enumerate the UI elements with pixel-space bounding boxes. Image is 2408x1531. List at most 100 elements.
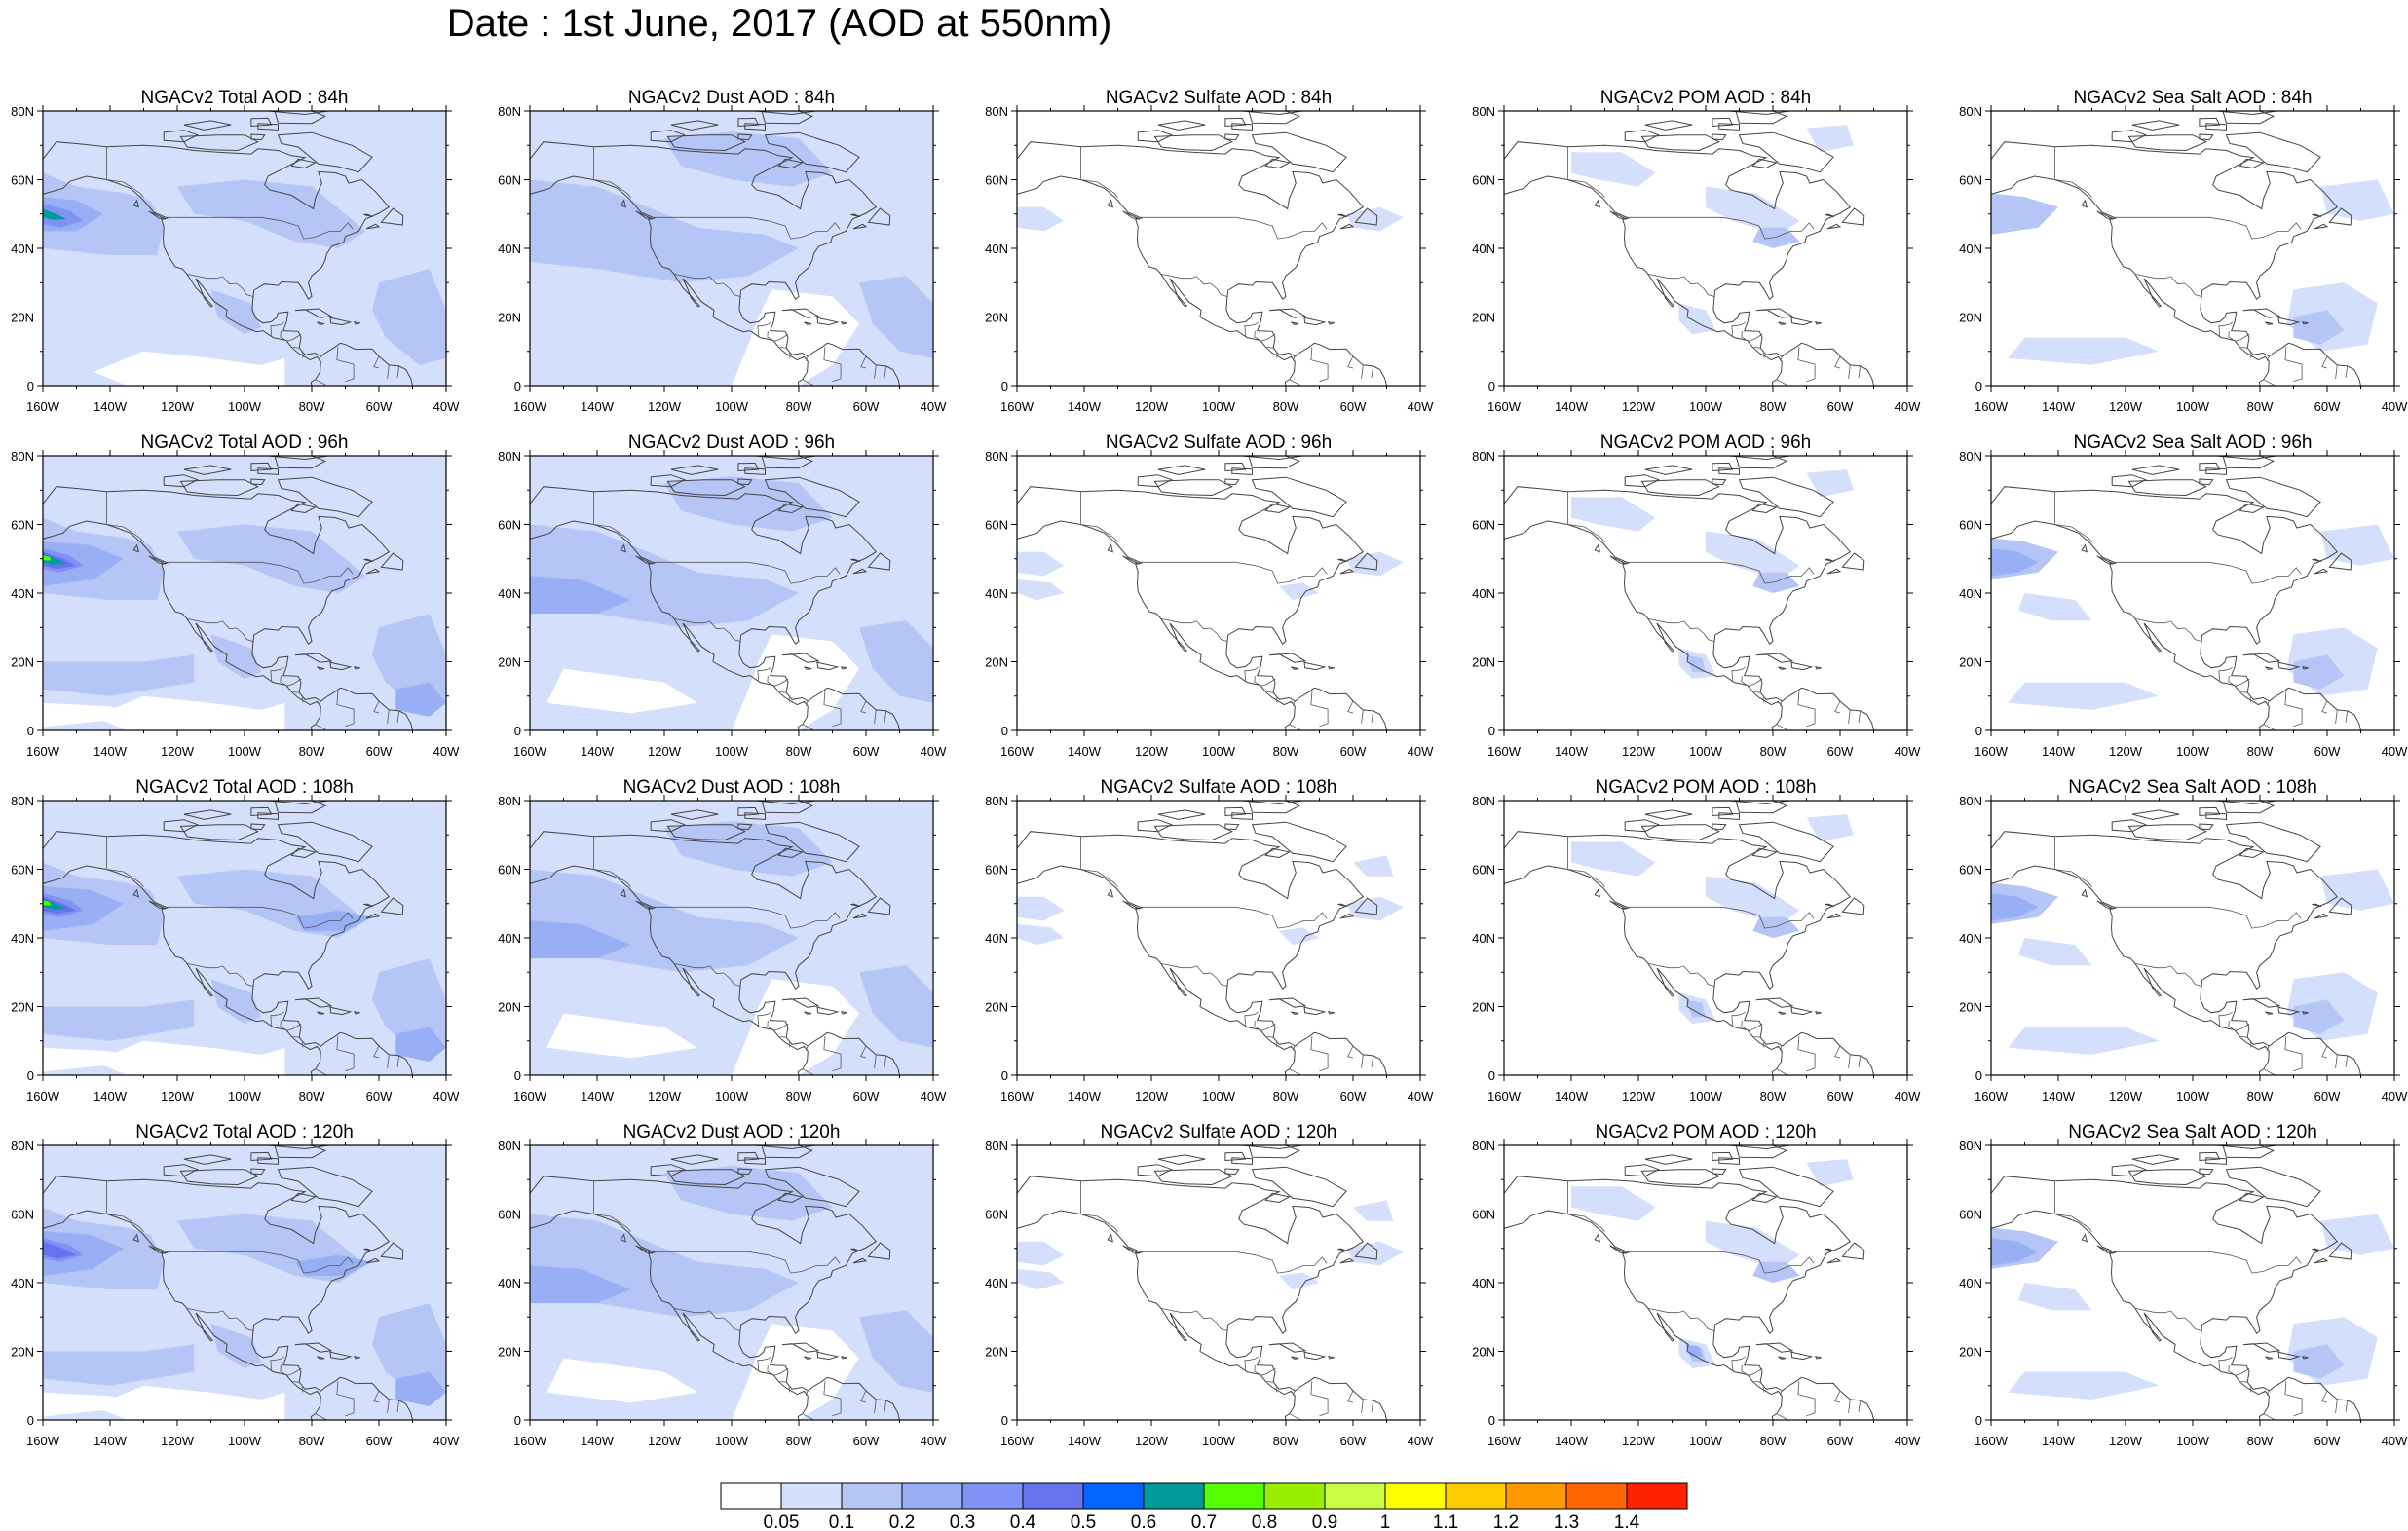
aod-background-field [1504, 801, 1907, 1075]
country-border [106, 869, 144, 888]
island-outline [1814, 666, 1822, 670]
country-border [1310, 1381, 1329, 1417]
x-tick-label: 160W [1487, 1434, 1522, 1448]
country-border [166, 561, 354, 584]
country-border [1834, 1045, 1841, 1059]
island-outline [744, 1157, 766, 1165]
aod-patch [732, 1324, 860, 1420]
island-outline [294, 997, 333, 1008]
island-outline [2081, 543, 2088, 553]
x-tick-label: 160W [513, 399, 547, 414]
island-outline [2301, 666, 2309, 670]
island-outline [132, 543, 140, 553]
island-outline [1609, 555, 1628, 565]
island-outline [804, 321, 812, 325]
country-border [1797, 1036, 1816, 1072]
island-outline [1718, 812, 1740, 820]
island-outline [1153, 1169, 1233, 1186]
country-border [1776, 379, 1788, 386]
map-plot: 160W 140W 120W 100W 80W 60W 40W 80N 60N 40N 20N 0 [1472, 449, 1921, 759]
country-border [884, 1055, 887, 1067]
country-border [1627, 906, 1815, 929]
island-outline [294, 308, 333, 318]
country-border [1797, 347, 1816, 383]
island-outline [852, 568, 868, 575]
country-border [673, 1308, 741, 1332]
coastline [1242, 1145, 1303, 1150]
country-border [2240, 1036, 2248, 1038]
aod-patch [1353, 1200, 1394, 1221]
country-border [1244, 666, 1259, 681]
map-plot: 160W 140W 120W 100W 80W 60W 40W 80N 60N 40N 20N 0 [985, 1139, 1434, 1448]
island-outline [290, 503, 317, 514]
island-outline [764, 131, 860, 173]
colorbar-label: 1.2 [1493, 1512, 1519, 1531]
x-tick-label: 140W [1068, 1089, 1102, 1103]
country-border [186, 1308, 254, 1332]
island-outline [867, 552, 891, 571]
x-tick-label: 80W [1760, 1434, 1787, 1448]
aod-patch [2008, 1027, 2160, 1055]
aod-patch [1706, 1220, 1800, 1269]
map-panel-dust-96h: NGACv2 Dust AOD : 96h 160W 140W 120W 100W 80W… [487, 432, 974, 780]
y-tick-label: 40N [1959, 242, 1982, 256]
map-panel-dust-120h: NGACv2 Dust AOD : 120h 160W 140W 120W 100W 80… [487, 1122, 974, 1470]
x-tick-label: 40W [1408, 1089, 1434, 1103]
island-outline [2239, 847, 2265, 859]
island-outline [317, 666, 325, 670]
island-outline [2225, 476, 2321, 518]
island-outline [816, 1351, 840, 1361]
x-tick-label: 60W [853, 399, 880, 414]
island-outline [1790, 1351, 1814, 1361]
x-tick-label: 120W [648, 1434, 682, 1448]
y-tick-label: 40N [1472, 1276, 1495, 1290]
island-outline [867, 897, 891, 915]
aod-patch [43, 896, 77, 915]
colorbar-swatch [961, 1482, 1024, 1510]
y-tick-label: 20N [985, 1000, 1008, 1015]
island-outline [1224, 806, 1247, 817]
island-outline [852, 913, 868, 919]
x-tick-label: 140W [94, 1089, 128, 1103]
x-tick-label: 40W [1895, 399, 1921, 414]
map-plot: 160W 140W 120W 100W 80W 60W 40W 80N 60N 40N 20N 0 [1959, 794, 2408, 1103]
island-outline [761, 111, 813, 125]
x-tick-label: 80W [299, 399, 325, 414]
x-tick-label: 100W [715, 399, 749, 414]
island-outline [1122, 900, 1141, 910]
map-plot: 160W 140W 120W 100W 80W 60W 40W 80N 60N 40N 20N 0 [11, 104, 460, 414]
island-outline [1248, 1145, 1300, 1159]
island-outline [1826, 223, 1842, 230]
island-outline [183, 1154, 232, 1165]
island-outline [1790, 1006, 1814, 1016]
island-outline [329, 317, 353, 326]
island-outline [1339, 223, 1355, 230]
country-border [1289, 379, 1301, 386]
island-outline [1624, 1164, 1660, 1177]
island-outline [781, 997, 820, 1008]
country-border [1741, 1364, 1748, 1375]
island-outline [2131, 1154, 2180, 1165]
map-plot: 160W 140W 120W 100W 80W 60W 40W 80N 60N 40N 20N 0 [1959, 104, 2408, 414]
x-tick-label: 100W [715, 1434, 749, 1448]
island-outline [1251, 1166, 1347, 1208]
island-outline [840, 321, 847, 325]
y-tick-label: 20N [498, 1345, 521, 1360]
island-outline [1354, 1242, 1378, 1260]
island-outline [804, 1011, 812, 1015]
coastline [755, 1145, 816, 1150]
aod-patch [1279, 927, 1320, 946]
island-outline [132, 888, 140, 898]
colorbar-swatch [1324, 1482, 1386, 1510]
country-border [1244, 1356, 1259, 1370]
y-tick-label: 60N [11, 863, 34, 878]
aod-patch [664, 821, 833, 877]
figure-title: Date : 1st June, 2017 (AOD at 550nm) [446, 2, 1112, 45]
island-outline [2199, 1168, 2214, 1176]
country-border [1292, 1390, 1296, 1396]
island-outline [1778, 666, 1787, 670]
country-border [1292, 355, 1296, 361]
country-border [1140, 216, 1328, 240]
island-outline [2265, 1011, 2274, 1015]
x-tick-label: 120W [161, 1089, 195, 1103]
